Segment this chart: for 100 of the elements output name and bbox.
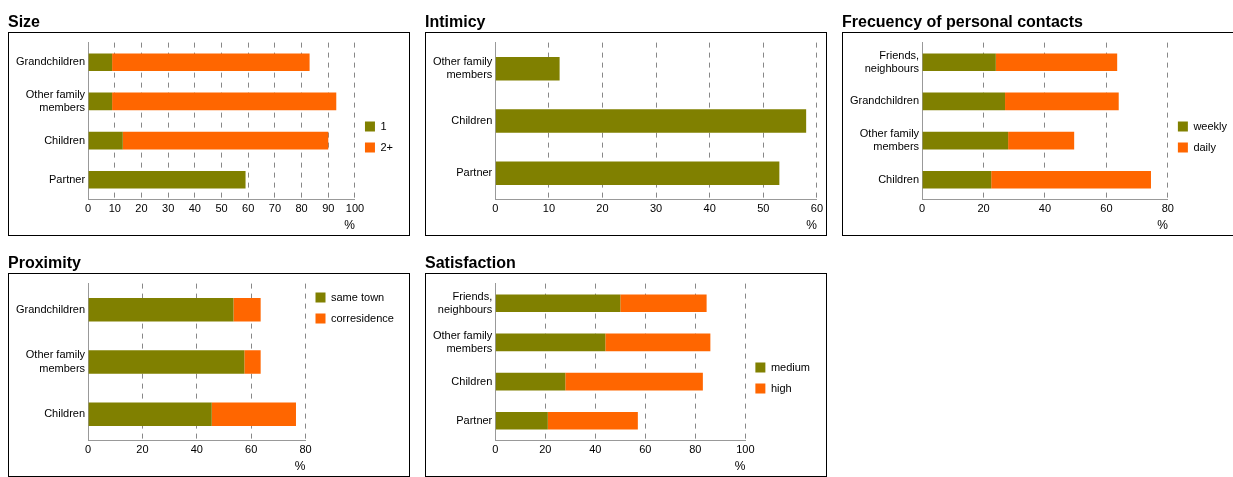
- x-tick-label: 50: [757, 202, 770, 215]
- x-tick-label: 60: [245, 443, 258, 456]
- y-tick-label: Friends, neighbours: [864, 48, 920, 74]
- x-tick-label: 40: [703, 202, 716, 215]
- legend-label: 2+: [380, 140, 394, 153]
- y-tick-label: Partner: [456, 166, 493, 179]
- x-tick-label: 30: [649, 202, 663, 215]
- y-tick-label: Grandchildren: [850, 94, 920, 107]
- x-tick-label: 20: [135, 202, 148, 215]
- x-tick-label: 0: [919, 202, 926, 215]
- bar: [88, 297, 234, 322]
- x-tick-label: 60: [242, 202, 255, 215]
- bar: [88, 131, 123, 150]
- bar: [495, 372, 566, 391]
- y-tick-label: Partner: [49, 172, 86, 185]
- x-tick-label: 10: [108, 202, 121, 215]
- bar: [244, 350, 261, 374]
- bar: [88, 402, 212, 427]
- bar: [88, 170, 246, 189]
- y-tick-label: Other family members: [859, 127, 920, 153]
- legend-label: weekly: [1192, 119, 1228, 132]
- bar: [565, 372, 703, 391]
- y-tick-label: Friends, neighbours: [437, 289, 493, 315]
- bar: [495, 411, 548, 430]
- legend-label: daily: [1193, 140, 1217, 153]
- x-tick-label: 20: [596, 202, 609, 215]
- bar: [1008, 131, 1075, 150]
- y-tick-label: Grandchildren: [16, 302, 86, 315]
- x-tick-label: 40: [589, 443, 602, 456]
- x-axis-title: %: [294, 459, 306, 474]
- bar: [495, 109, 807, 133]
- legend-label: 1: [380, 119, 387, 132]
- y-tick-label: Children: [44, 133, 86, 146]
- bar: [995, 53, 1118, 72]
- y-tick-label: Children: [451, 114, 493, 127]
- x-tick-label: 80: [1161, 202, 1174, 215]
- chart-title: Proximity: [8, 253, 82, 273]
- legend-label: corresidence: [331, 311, 394, 324]
- y-tick-label: Children: [44, 407, 86, 420]
- x-axis-title: %: [1157, 218, 1169, 233]
- x-tick-label: 20: [539, 443, 552, 456]
- x-tick-label: 80: [295, 202, 308, 215]
- chart-title: Size: [8, 12, 41, 32]
- bar: [620, 294, 707, 313]
- x-tick-label: 100: [345, 202, 365, 215]
- x-tick-label: 60: [810, 202, 824, 215]
- chart-title: Satisfaction: [425, 253, 517, 273]
- x-axis-title: %: [734, 459, 746, 474]
- bar: [1005, 92, 1119, 111]
- legend-label: same town: [331, 290, 385, 303]
- x-tick-label: 60: [1100, 202, 1113, 215]
- y-tick-label: Other family members: [432, 328, 493, 355]
- x-tick-label: 50: [215, 202, 228, 215]
- bar: [922, 53, 996, 72]
- y-tick-label: Partner: [456, 413, 493, 426]
- x-tick-label: 100: [736, 443, 755, 456]
- x-tick-label: 0: [85, 202, 92, 215]
- y-tick-label: Grandchildren: [16, 55, 86, 68]
- y-tick-label: Children: [878, 172, 920, 185]
- x-tick-label: 40: [190, 443, 203, 456]
- x-tick-label: 30: [162, 202, 175, 215]
- bar: [495, 294, 621, 313]
- bar: [233, 297, 261, 322]
- x-tick-label: 40: [188, 202, 201, 215]
- x-axis-title: %: [806, 218, 818, 233]
- x-tick-label: 40: [1038, 202, 1052, 215]
- x-tick-label: 20: [136, 443, 149, 456]
- bar: [495, 161, 780, 186]
- bar: [211, 402, 296, 427]
- x-tick-label: 70: [268, 202, 282, 215]
- bar: [991, 170, 1151, 189]
- bar: [88, 53, 113, 72]
- x-tick-label: 60: [639, 443, 652, 456]
- x-tick-label: 0: [492, 202, 499, 215]
- bar: [922, 92, 1006, 111]
- bar: [88, 350, 245, 374]
- bar: [88, 92, 113, 111]
- x-tick-label: 20: [977, 202, 990, 215]
- x-tick-label: 90: [322, 202, 335, 215]
- bar: [112, 53, 310, 72]
- chart-title: Intimicy: [425, 12, 487, 32]
- x-tick-label: 80: [299, 443, 312, 456]
- bar: [922, 170, 992, 189]
- x-axis-title: %: [344, 218, 356, 233]
- y-tick-label: Other family members: [432, 55, 493, 81]
- bar: [605, 333, 711, 352]
- x-tick-label: 0: [492, 443, 499, 456]
- bar: [495, 333, 606, 352]
- y-tick-label: Other family members: [25, 87, 86, 114]
- y-tick-label: Other family members: [25, 348, 86, 374]
- legend-label: high: [770, 381, 792, 394]
- bar: [547, 411, 638, 430]
- bar: [112, 92, 337, 111]
- y-tick-label: Children: [451, 374, 493, 387]
- bar: [122, 131, 329, 150]
- chart-title: Frecuency of personal contacts: [842, 12, 1084, 32]
- x-tick-label: 0: [85, 443, 92, 456]
- x-tick-label: 10: [542, 202, 556, 215]
- x-tick-label: 80: [689, 443, 702, 456]
- bar: [922, 131, 1009, 150]
